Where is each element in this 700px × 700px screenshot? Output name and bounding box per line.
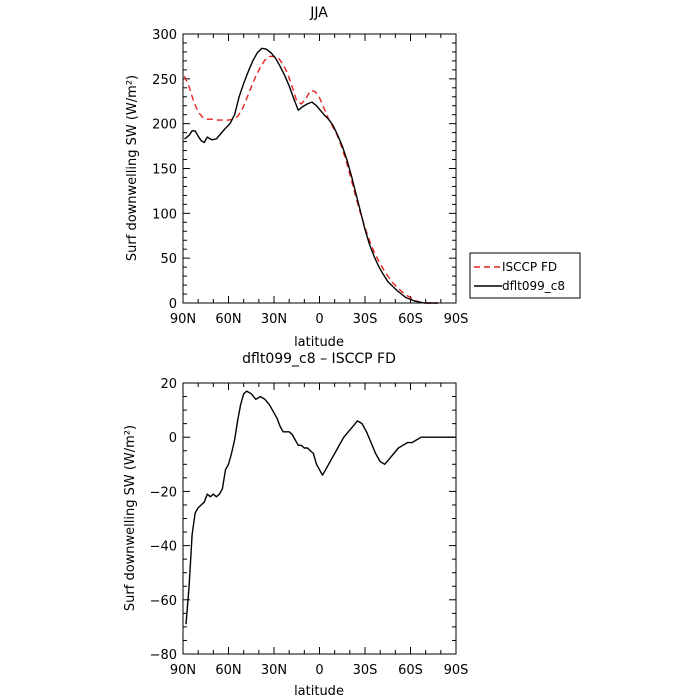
top-plot-area: 90N 60N 30N 0 30S 60S 90S 0 50 100 150 200 250 300 <box>152 28 468 327</box>
legend-label-isccp: ISCCP FD <box>502 260 557 274</box>
bottom-y-tick-label: 0 <box>169 431 177 446</box>
top-plot-frame <box>182 33 457 304</box>
bottom-x-tick-label: 60N <box>215 663 241 678</box>
bottom-plot-area: 90N 60N 30N 0 30S 60S 90S −80 −60 −40 −20 0 20 <box>150 377 469 678</box>
bottom-y-tick-label: −20 <box>150 485 177 500</box>
top-y-tick-label: 0 <box>169 297 177 312</box>
bottom-y-tick-label: −40 <box>150 540 177 555</box>
bottom-y-tick-label: −80 <box>150 648 177 663</box>
top-x-tick-label: 60N <box>215 312 241 327</box>
bottom-panel: dflt099_c8 – ISCCP FD 90N 60N 30N 0 30S 60S 90… <box>123 351 468 699</box>
bottom-x-tick-label: 0 <box>315 663 323 678</box>
top-x-tick-label: 90N <box>170 312 196 327</box>
bottom-series-line-difference <box>185 390 456 625</box>
top-series-line-dflt099-c8 <box>184 47 438 304</box>
legend: ISCCP FD dflt099_c8 <box>469 252 581 299</box>
top-y-tick-label: 200 <box>152 118 177 133</box>
top-x-tick-label: 30N <box>261 312 287 327</box>
top-y-axis-label: Surf downwelling SW (W/m²) <box>125 75 140 261</box>
bottom-y-axis-label: Surf downwelling SW (W/m²) <box>123 425 138 611</box>
top-panel: JJA 90N 60N 30N 0 30S 60S 90S 0 50 100 150 200 250 30… <box>125 5 468 350</box>
bottom-x-tick-label: 90S <box>444 663 469 678</box>
bottom-x-tick-label: 90N <box>170 663 196 678</box>
bottom-x-tick-label: 30S <box>353 663 378 678</box>
bottom-y-tick-label: −60 <box>150 594 177 609</box>
top-x-tick-label: 30S <box>353 312 378 327</box>
top-y-tick-label: 100 <box>152 207 177 222</box>
top-y-tick-label: 300 <box>152 28 177 43</box>
top-series-line-isccp-fd <box>183 55 438 304</box>
legend-box <box>469 252 581 299</box>
top-x-tick-label: 0 <box>315 312 323 327</box>
bottom-plot-frame <box>182 382 457 655</box>
bottom-x-tick-label: 30N <box>261 663 287 678</box>
top-x-tick-label: 90S <box>444 312 469 327</box>
top-y-tick-label: 250 <box>152 73 177 88</box>
top-y-tick-label: 150 <box>152 163 177 178</box>
top-x-axis-label: latitude <box>294 335 344 350</box>
legend-label-dflt099: dflt099_c8 <box>502 279 565 293</box>
top-y-tick-label: 50 <box>160 252 177 267</box>
top-chart-title: JJA <box>309 5 328 21</box>
top-x-tick-label: 60S <box>398 312 423 327</box>
bottom-chart-title: dflt099_c8 – ISCCP FD <box>242 351 396 367</box>
bottom-y-tick-label: 20 <box>160 377 177 392</box>
bottom-x-axis-label: latitude <box>294 684 344 699</box>
bottom-x-tick-label: 60S <box>398 663 423 678</box>
